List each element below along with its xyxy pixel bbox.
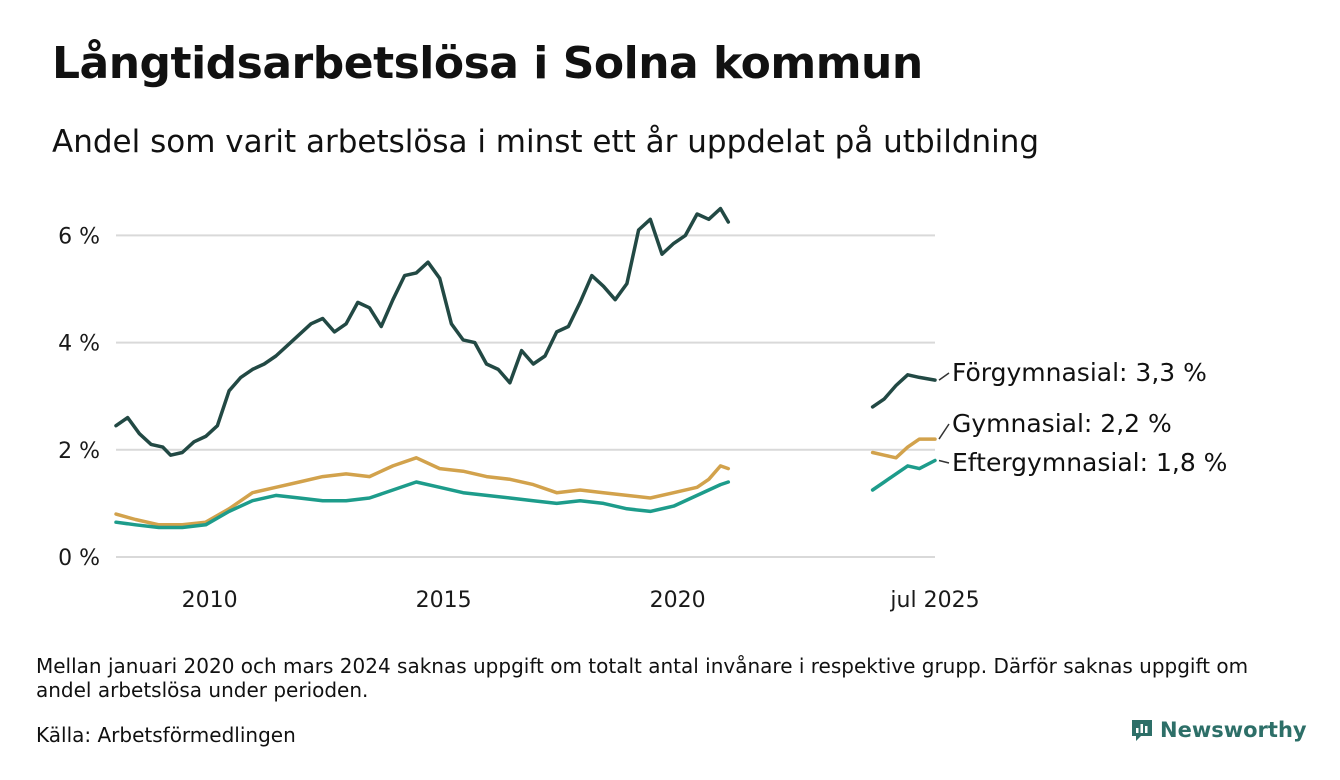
label-leader: [938, 459, 950, 464]
page-subtitle: Andel som varit arbetslösa i minst ett å…: [52, 124, 1040, 160]
series-line-eftergymnasial: [870, 458, 937, 492]
series-line-förgymnasial: [870, 373, 937, 409]
y-tick-label: 2 %: [58, 439, 100, 464]
line-chart: 0 % 2 % 4 % 6 % 2010 2015 2020 jul 2025 Förgymna…: [58, 206, 1227, 613]
series-end-label: Gymnasial: 2,2 %: [952, 409, 1172, 438]
brand-logo: Newsworthy: [1130, 718, 1307, 742]
page-title: Långtidsarbetslösa i Solna kommun: [52, 38, 923, 89]
series-line-gymnasial: [114, 456, 731, 527]
series-line-förgymnasial: [114, 206, 731, 457]
y-tick-label: 0 %: [58, 546, 100, 571]
x-tick-label: 2020: [650, 588, 706, 613]
series-line-gymnasial: [870, 437, 937, 460]
brand-name: Newsworthy: [1160, 718, 1307, 742]
series-end-label: Eftergymnasial: 1,8 %: [952, 448, 1227, 477]
label-leader: [938, 423, 950, 440]
y-tick-label: 6 %: [58, 224, 100, 249]
label-leader: [938, 372, 950, 381]
series-line-eftergymnasial: [114, 480, 731, 530]
source-text: Källa: Arbetsförmedlingen: [36, 723, 296, 747]
x-tick-label: 2015: [416, 588, 472, 613]
x-tick-label: 2010: [182, 588, 238, 613]
newsworthy-icon: [1132, 720, 1152, 741]
x-tick-label: jul 2025: [889, 588, 979, 613]
footnote: Mellan januari 2020 och mars 2024 saknas…: [36, 654, 1249, 702]
series-end-label: Förgymnasial: 3,3 %: [952, 358, 1207, 387]
y-tick-label: 4 %: [58, 332, 100, 357]
